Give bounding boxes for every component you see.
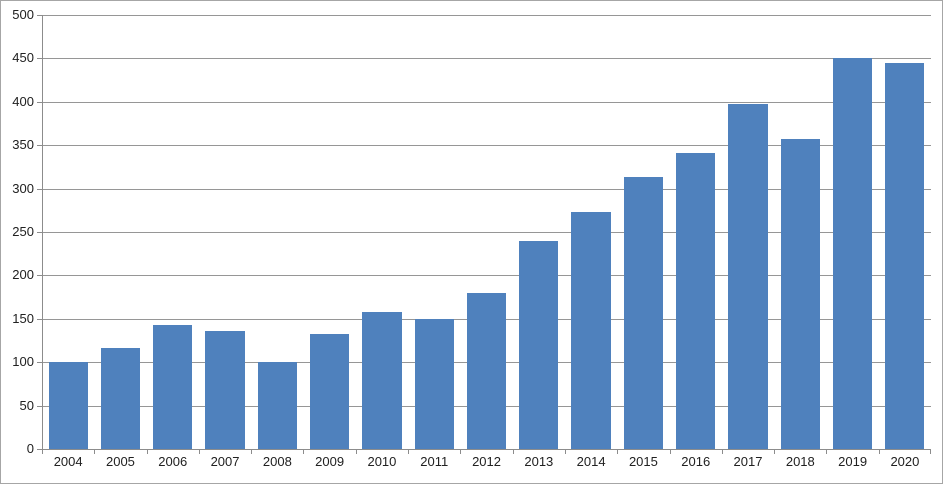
x-axis-tick <box>251 449 253 454</box>
gridline <box>42 275 931 277</box>
x-axis-tick-label: 2009 <box>315 454 345 469</box>
x-axis-tick <box>355 449 357 454</box>
gridline <box>42 101 931 103</box>
x-axis-tick <box>564 449 566 454</box>
bar-2017 <box>728 103 768 449</box>
x-axis-tick-label: 2016 <box>681 454 711 469</box>
y-axis-tick <box>37 362 42 364</box>
bar-2018 <box>780 139 820 449</box>
bar-2005 <box>100 348 141 449</box>
x-axis-tick <box>512 449 514 454</box>
gridline <box>42 232 931 233</box>
y-axis-tick-label: 200 <box>12 267 34 283</box>
y-axis-tick-label: 400 <box>12 93 34 109</box>
x-axis-tick-label: 2018 <box>785 454 815 469</box>
x-axis-tick-label: 2014 <box>576 454 606 469</box>
bar-2013 <box>519 240 559 449</box>
y-axis-tick <box>37 405 42 407</box>
x-axis-tick-label: 2010 <box>367 454 397 469</box>
gridline <box>42 15 931 16</box>
x-axis-tick-label: 2019 <box>838 454 868 469</box>
x-axis-tick <box>617 449 619 454</box>
y-axis-tick <box>37 101 42 103</box>
x-axis-tick-label: 2006 <box>158 454 188 469</box>
bar-2019 <box>832 58 873 449</box>
bar-2009 <box>310 333 350 449</box>
y-axis-tick <box>37 145 42 147</box>
bar-2010 <box>362 311 402 449</box>
y-axis-tick <box>37 449 42 450</box>
bar-2011 <box>414 318 454 449</box>
x-axis-tick <box>669 449 671 454</box>
y-axis-tick-label: 350 <box>12 137 34 153</box>
x-axis-tick-label: 2017 <box>733 454 763 469</box>
x-axis-tick-label: 2005 <box>105 454 135 469</box>
bar-2014 <box>571 212 611 449</box>
y-axis-tick-label: 500 <box>12 7 34 22</box>
x-axis-tick <box>198 449 200 454</box>
x-axis-tick <box>303 449 305 454</box>
x-axis-tick-label: 2020 <box>890 454 920 469</box>
x-axis-tick <box>930 449 931 454</box>
x-axis-tick-label: 2004 <box>53 454 83 469</box>
bar-2008 <box>257 362 297 449</box>
y-axis-tick <box>37 318 42 320</box>
y-axis-tick-label: 300 <box>12 180 34 196</box>
y-axis-tick <box>37 275 42 277</box>
x-axis-tick <box>721 449 723 454</box>
gridline <box>42 58 931 60</box>
y-axis-tick-label: 100 <box>12 354 34 370</box>
y-axis-tick-label: 450 <box>12 50 34 66</box>
y-axis-tick-label: 50 <box>19 397 34 413</box>
x-axis-tick <box>826 449 828 454</box>
x-axis-tick <box>878 449 880 454</box>
x-axis-labels: 2004 2005 2006 2007 2008 2009 2010 2011 2012 2013… <box>42 454 931 470</box>
x-axis-tick <box>408 449 410 454</box>
y-axis-line <box>42 15 43 449</box>
bar-2016 <box>676 153 716 449</box>
x-axis-tick <box>146 449 148 454</box>
x-axis-tick-label: 2013 <box>524 454 554 469</box>
gridline <box>42 145 931 147</box>
y-axis-tick <box>37 58 42 60</box>
x-axis-tick <box>94 449 96 454</box>
x-axis-tick <box>460 449 462 454</box>
x-axis-line <box>42 449 931 450</box>
x-axis-tick-label: 2012 <box>472 454 501 469</box>
x-axis-tick <box>42 449 43 454</box>
bar-2012 <box>466 292 507 449</box>
y-axis-tick <box>37 232 42 233</box>
bar-2007 <box>205 330 245 449</box>
plot-area <box>42 15 931 449</box>
y-axis-tick-label: 150 <box>12 310 34 326</box>
x-axis-tick-label: 2015 <box>628 454 658 469</box>
x-axis-tick <box>774 449 776 454</box>
bar-2015 <box>623 177 663 449</box>
bar-2004 <box>48 362 88 449</box>
y-axis-tick <box>37 188 42 190</box>
x-axis-tick-label: 2007 <box>210 454 240 469</box>
bar-2006 <box>153 324 193 449</box>
x-axis-tick-label: 2008 <box>262 454 292 469</box>
bar-2020 <box>885 62 925 449</box>
y-axis-tick-label: 250 <box>12 224 34 239</box>
y-axis-tick-label: 0 <box>26 441 34 456</box>
x-axis-tick-label: 2011 <box>420 454 449 469</box>
y-axis-tick <box>37 15 42 16</box>
gridline <box>42 188 931 190</box>
